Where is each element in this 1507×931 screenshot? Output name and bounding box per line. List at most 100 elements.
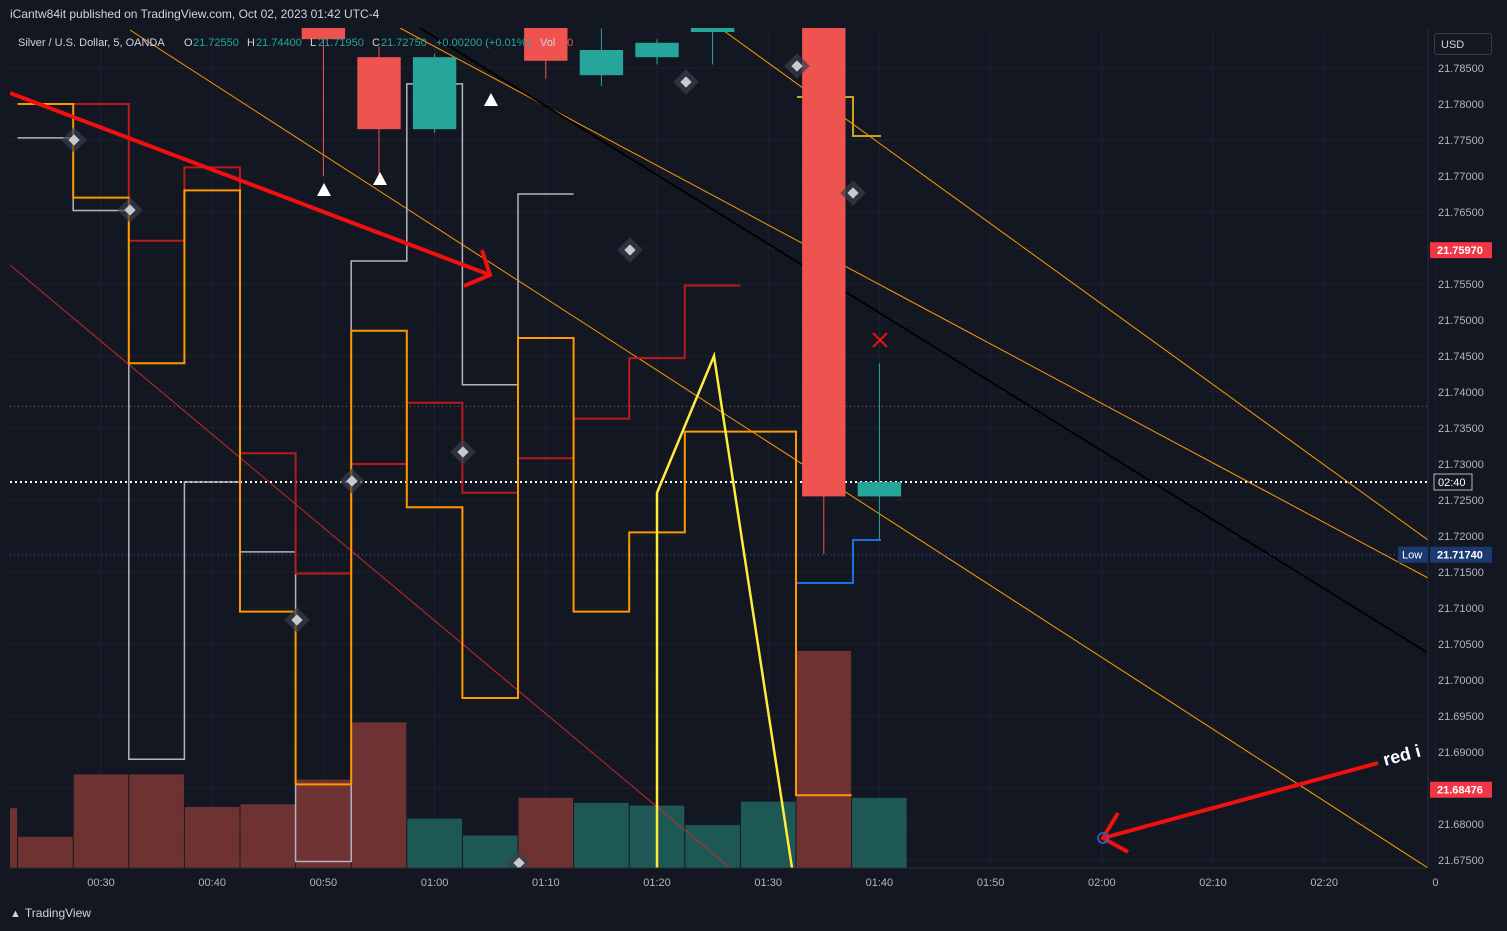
volume-bars (10, 650, 907, 868)
red-arrow-line (10, 91, 491, 277)
price-label-text: 21.75970 (1437, 245, 1483, 257)
yellow-zigzag (655, 351, 794, 868)
triangle-up-marker (484, 93, 498, 106)
legend-open: 21.72550 (193, 37, 239, 49)
volume-bar (184, 806, 240, 868)
candle-body (690, 28, 735, 32)
volume-bar (10, 808, 18, 868)
legend-low-label: L (310, 37, 316, 49)
candle-body (524, 28, 568, 61)
x-tick-label: 01:00 (421, 877, 449, 889)
volume-bar (852, 797, 907, 868)
legend-close-label: C (372, 37, 380, 49)
orange-step-line (17, 103, 852, 797)
y-tick-label: 21.70000 (1438, 675, 1484, 687)
x-tick-label: 01:20 (643, 877, 671, 889)
top-bar: iCantw84it published on TradingView.com,… (0, 0, 1507, 28)
candle-body (802, 28, 846, 497)
price-tag-label: Low (1402, 550, 1422, 562)
price-label-text: 21.68476 (1437, 785, 1483, 797)
x-tick-label: 01:10 (532, 877, 560, 889)
annotation-arrow-line (1102, 761, 1379, 840)
x-tick-label: 02:20 (1310, 877, 1338, 889)
price-label-box (1430, 781, 1492, 798)
candle-body (579, 50, 624, 76)
y-tick-label: 21.74500 (1438, 351, 1484, 363)
legend-close: 21.72750 (381, 37, 427, 49)
y-tick-label: 21.73500 (1438, 423, 1484, 435)
price-axis[interactable]: 21.78500 21.78000 21.77500 21.77000 21.76500… (1438, 63, 1484, 867)
candle-body (635, 42, 679, 58)
volume-bar (351, 722, 407, 868)
y-tick-label: 21.72500 (1438, 495, 1484, 507)
volume-bar (574, 803, 629, 868)
currency-button[interactable]: USD (1434, 33, 1492, 55)
y-tick-label: 21.70500 (1438, 639, 1484, 651)
candle-body (301, 28, 346, 40)
x-tick-label: 0 (1432, 877, 1438, 889)
candles (301, 28, 902, 554)
legend-change: +0.00200 (+0.01%) (436, 37, 530, 49)
price-label-box (1430, 546, 1492, 563)
time-axis[interactable]: 00:30 00:40 00:50 01:00 01:10 01:20 01:30 01:40… (87, 877, 1438, 889)
y-tick-label: 21.69000 (1438, 747, 1484, 759)
red-arrow-head (463, 249, 493, 288)
x-tick-label: 00:30 (87, 877, 115, 889)
triangle-up-marker (373, 172, 387, 185)
cross-x-marker (872, 332, 888, 348)
trend-channel-line (129, 29, 1428, 868)
diamond-marker (624, 244, 636, 256)
y-tick-label: 21.75500 (1438, 279, 1484, 291)
x-tick-label: 02:00 (1088, 877, 1116, 889)
candle-body (857, 482, 902, 497)
triangle-up-marker (317, 183, 331, 196)
grid (10, 28, 1436, 868)
y-tick-label: 21.78500 (1438, 63, 1484, 75)
price-label-box (1433, 473, 1473, 491)
legend-high: 21.74400 (256, 37, 302, 49)
price-label-text: 02:40 (1438, 477, 1466, 489)
y-tick-label: 21.71500 (1438, 567, 1484, 579)
volume-bar (296, 779, 351, 868)
indicator-lines (10, 28, 1428, 868)
annotation-anchor-point (1097, 832, 1109, 844)
candle-body (357, 57, 401, 130)
tradingview-logo[interactable]: ▲ TradingView (10, 906, 91, 920)
chart-legend: Silver / U.S. Dollar, 5, OANDA O 21.7255… (18, 37, 573, 49)
legend-low: 21.71950 (318, 37, 364, 49)
volume-bar (129, 774, 184, 868)
y-tick-label: 21.78000 (1438, 99, 1484, 111)
trend-channel-line (399, 28, 1428, 579)
blue-step-line (797, 539, 881, 584)
x-tick-label: 00:50 (310, 877, 338, 889)
price-label-box (1430, 242, 1492, 259)
x-tick-label: 01:40 (866, 877, 894, 889)
x-tick-label: 02:10 (1199, 877, 1227, 889)
candle-body (412, 57, 457, 130)
volume-bar (240, 804, 296, 868)
y-tick-label: 21.73000 (1438, 459, 1484, 471)
x-tick-label: 01:50 (977, 877, 1005, 889)
price-label-text: 21.71740 (1437, 550, 1483, 562)
diamond-marker (291, 614, 303, 626)
price-tag-box (1398, 546, 1428, 563)
annotation-arrow-head (1100, 811, 1129, 854)
y-tick-label: 21.69500 (1438, 711, 1484, 723)
volume-bar (685, 825, 740, 868)
trend-channel-line (10, 264, 731, 868)
diamond-marker (847, 187, 859, 199)
x-tick-label: 01:30 (754, 877, 782, 889)
volume-bar (73, 774, 129, 868)
x-tick-label: 00:40 (198, 877, 226, 889)
y-tick-label: 21.77500 (1438, 135, 1484, 147)
price-labels: 21.75970 02:40 Low 21.71740 21.68476 (1398, 242, 1492, 798)
plot-area[interactable] (10, 28, 1428, 868)
volume-bar (407, 818, 462, 868)
footer-brand: TradingView (24, 906, 91, 920)
black-trend-line (419, 28, 1428, 654)
legend-symbol: Silver / U.S. Dollar, 5, OANDA (18, 37, 165, 49)
legend-high-label: H (247, 37, 255, 49)
diamond-marker (513, 857, 525, 868)
publisher-info: iCantw84it published on TradingView.com,… (10, 7, 380, 21)
